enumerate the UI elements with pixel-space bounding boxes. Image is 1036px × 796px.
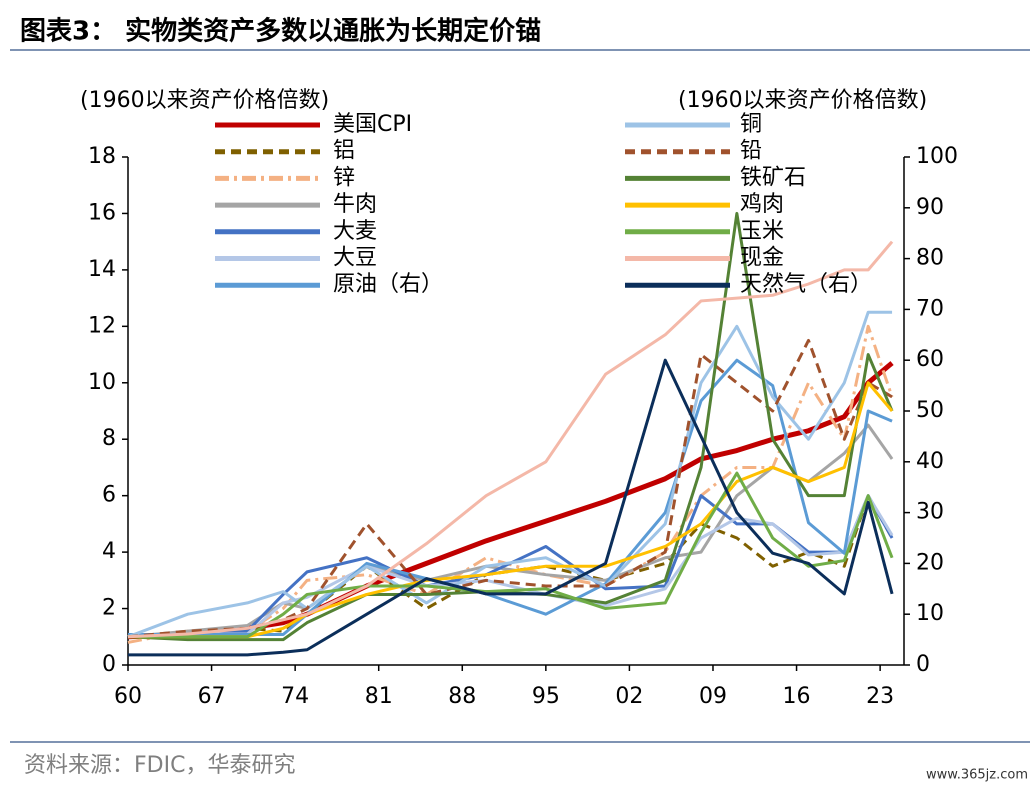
legend-label: 铜	[740, 112, 762, 137]
legend-label: 现金	[740, 246, 784, 271]
y2-tick-label: 70	[916, 296, 944, 321]
legend-label: 铝	[333, 139, 355, 164]
x-tick-label: 81	[365, 684, 393, 709]
series-line	[127, 494, 894, 639]
series-line	[128, 358, 894, 657]
y2-tick-label: 10	[916, 601, 944, 626]
y-tick-label: 8	[102, 426, 116, 451]
legend-label: 美国CPI	[333, 112, 412, 137]
y-axis-label: (1960以来资产价格倍数)	[80, 88, 329, 113]
legend-label: 玉米	[740, 219, 784, 244]
series-line	[127, 310, 893, 639]
y-tick-label: 4	[102, 539, 116, 564]
y2-tick-label: 100	[916, 144, 958, 169]
legend-label: 锌	[333, 165, 355, 190]
legend-label: 天然气（右）	[740, 272, 872, 297]
y-tick-label: 6	[102, 483, 116, 508]
y2-tick-label: 0	[916, 652, 930, 677]
legend-label: 大麦	[333, 219, 377, 244]
legend-label: 铅	[740, 139, 762, 164]
y-tick-label: 12	[88, 313, 116, 338]
y2-tick-label: 40	[916, 449, 944, 474]
legend-label: 原油（右）	[333, 272, 443, 297]
x-tick-label: 60	[114, 684, 142, 709]
y2-tick-label: 80	[916, 246, 944, 271]
y2-tick-label: 50	[916, 398, 944, 423]
y2-tick-label: 90	[916, 195, 944, 220]
y-tick-label: 18	[88, 144, 116, 169]
y-tick-label: 16	[88, 200, 116, 225]
series-line	[128, 471, 894, 639]
chart-title: 图表3： 实物类资产多数以通胀为长期定价锚	[20, 16, 541, 47]
x-tick-label: 74	[281, 684, 309, 709]
legend-label: 牛肉	[333, 192, 377, 217]
y2-tick-label: 30	[916, 500, 944, 525]
x-tick-label: 23	[866, 684, 894, 709]
y2-tick-label: 60	[916, 347, 944, 372]
legend-label: 铁矿石	[740, 165, 806, 190]
y2-tick-label: 20	[916, 550, 944, 575]
x-tick-label: 16	[783, 684, 811, 709]
legend-label: 大豆	[333, 246, 377, 271]
series-line	[127, 324, 894, 644]
series-line	[127, 494, 894, 639]
y-tick-label: 0	[102, 652, 116, 677]
x-tick-label: 02	[615, 684, 643, 709]
y-tick-label: 10	[88, 370, 116, 395]
y2-axis-label: (1960以来资产价格倍数)	[678, 88, 927, 113]
y-tick-label: 14	[88, 257, 116, 282]
x-tick-label: 09	[699, 684, 727, 709]
y-tick-label: 2	[102, 596, 116, 621]
source: 资料来源：FDIC，华泰研究	[24, 753, 295, 778]
x-tick-label: 95	[532, 684, 560, 709]
x-tick-label: 67	[198, 684, 226, 709]
x-tick-label: 88	[448, 684, 476, 709]
watermark: www.365jz.com	[926, 768, 1028, 783]
series-line	[128, 381, 894, 639]
legend-label: 鸡肉	[740, 192, 784, 217]
series-line	[127, 240, 894, 639]
series-line	[127, 494, 894, 639]
